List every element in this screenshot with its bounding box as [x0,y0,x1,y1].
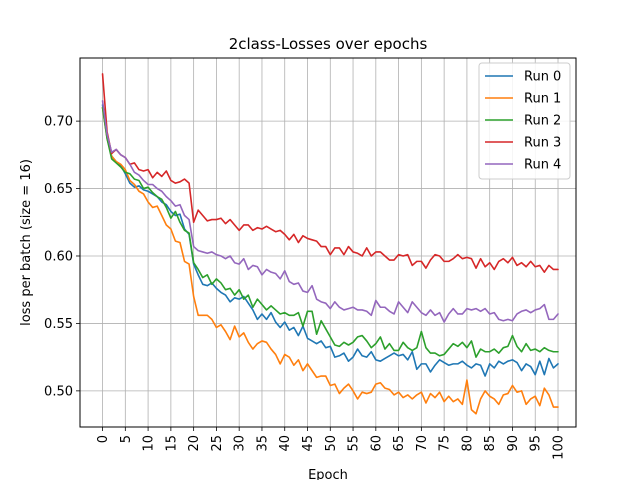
y-tick-label: 0.65 [44,182,73,197]
x-tick-label: 15 [164,435,179,452]
x-tick-label: 40 [278,435,293,452]
legend-label-run-1: Run 1 [524,92,561,107]
series-line-run-1 [101,106,559,415]
legend-label-run-0: Run 0 [524,70,561,85]
y-tick-label: 0.70 [44,115,73,130]
axes-frame [79,57,577,428]
x-tick-label: 80 [460,435,475,452]
x-tick-label: 70 [415,435,430,452]
x-tick-label: 25 [210,435,225,452]
x-tick-label: 50 [324,435,339,452]
series-line-run-0 [101,104,559,377]
x-tick-label: 20 [187,435,202,452]
x-axis-ticks: 0 5 10 15 20 25 30 35 40 45 50 55 60 65 70 75 80 85 90 95 10… [96,427,567,460]
series-lines [101,73,559,415]
legend-label-run-2: Run 2 [524,114,561,129]
legend: Run 0 Run 1 Run 2 Run 3 Run 4 [478,62,571,180]
x-tick-label: 60 [369,435,384,452]
x-tick-label: 0 [96,435,111,443]
x-axis-title: Epoch [308,468,348,480]
series-line-run-3 [101,73,559,273]
x-tick-label: 75 [438,435,453,452]
legend-label-run-3: Run 3 [524,136,561,151]
x-tick-label: 100 [552,435,567,460]
series-line-run-2 [101,106,559,358]
y-axis-ticks: 0.50 0.55 0.60 0.65 0.70 [44,115,80,399]
legend-label-run-4: Run 4 [524,158,561,173]
chart-title: 2class-Losses over epochs [229,35,428,53]
legend-box [478,62,571,180]
series-line-run-4 [101,100,559,323]
x-tick-label: 35 [255,435,270,452]
x-tick-label: 85 [483,435,498,452]
x-tick-label: 90 [506,435,521,452]
x-tick-label: 65 [392,435,407,452]
x-tick-label: 55 [347,435,362,452]
x-tick-label: 95 [529,435,544,452]
y-tick-label: 0.50 [44,384,73,399]
y-tick-label: 0.60 [44,249,73,264]
y-tick-label: 0.55 [44,317,73,332]
x-tick-label: 5 [119,435,134,443]
x-tick-label: 10 [142,435,157,452]
x-tick-label: 45 [301,435,316,452]
x-tick-label: 30 [233,435,248,452]
y-axis-title: loss per batch (size = 16) [19,159,34,326]
